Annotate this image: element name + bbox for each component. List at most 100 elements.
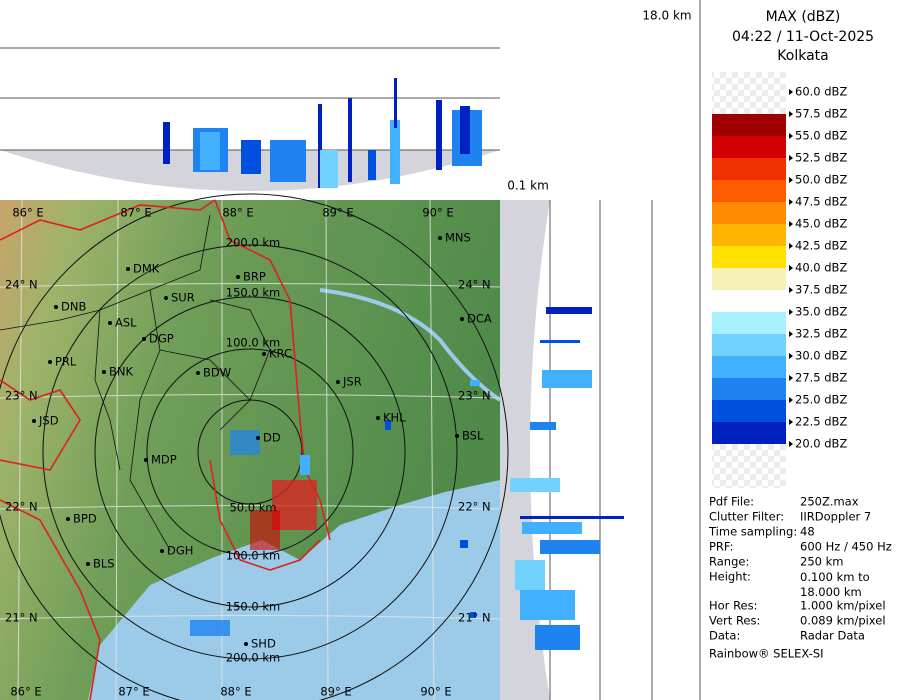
range-label: 100.0 km xyxy=(226,336,280,350)
legend-label: 55.0 dBZ xyxy=(795,129,847,143)
legend-swatch xyxy=(712,334,786,356)
city-dot xyxy=(86,562,90,566)
city-label: BLS xyxy=(93,557,115,571)
city-label: JSR xyxy=(342,375,362,389)
legend-swatch xyxy=(712,224,786,246)
city-dot xyxy=(455,434,459,438)
legend-tick xyxy=(789,111,793,117)
lon-label: 89° E xyxy=(320,685,351,699)
legend-swatch xyxy=(712,136,786,158)
legend-label: 30.0 dBZ xyxy=(795,349,847,363)
lat-label: 22° N xyxy=(5,500,38,514)
legend-label: 35.0 dBZ xyxy=(795,305,847,319)
lon-label: 88° E xyxy=(222,206,253,220)
legend-swatch xyxy=(712,290,786,312)
city-label: SHD xyxy=(251,637,276,651)
legend-tick xyxy=(789,133,793,139)
height-lines xyxy=(549,0,701,700)
product: MAX (dBZ) xyxy=(766,9,841,25)
city-dot xyxy=(48,360,52,364)
city-label: ASL xyxy=(115,316,137,330)
legend-tick xyxy=(789,155,793,161)
legend-label: 22.5 dBZ xyxy=(795,415,847,429)
city-dot xyxy=(108,321,112,325)
city-label: DMK xyxy=(133,262,160,276)
sea xyxy=(88,480,500,700)
city-label: MDP xyxy=(151,453,177,467)
range-label: 50.0 km xyxy=(229,501,276,515)
legend-label: 27.5 dBZ xyxy=(795,371,847,385)
info-key: Data: xyxy=(709,629,740,643)
city-label: DGP xyxy=(149,332,174,346)
echo-top xyxy=(163,78,482,188)
city-dot xyxy=(236,275,240,279)
city-dot xyxy=(102,370,106,374)
city-label: DCA xyxy=(467,312,492,326)
legend-swatch xyxy=(712,180,786,202)
legend-tick xyxy=(789,441,793,447)
city-label: KRC xyxy=(269,347,292,361)
city-label: DNB xyxy=(61,300,86,314)
lon-label: 86° E xyxy=(12,206,43,220)
city-dot xyxy=(244,642,248,646)
city-dot xyxy=(160,549,164,553)
info-value: 48 xyxy=(800,525,815,539)
legend-label: 45.0 dBZ xyxy=(795,217,847,231)
footer: Rainbow® SELEX-SI xyxy=(709,647,824,661)
legend-tick xyxy=(789,353,793,359)
city-dot xyxy=(376,416,380,420)
city-label: DD xyxy=(263,431,281,445)
city-label: DGH xyxy=(167,544,193,558)
city-label: BRP xyxy=(243,270,266,284)
city-label: BDW xyxy=(203,366,231,380)
echo-side xyxy=(510,307,624,650)
city-dot xyxy=(460,317,464,321)
city-label: MNS xyxy=(445,231,471,245)
terrain xyxy=(0,150,500,200)
legend-swatch xyxy=(712,400,786,422)
legend-tick xyxy=(789,199,793,205)
info-value: Radar Data xyxy=(800,629,865,643)
city-label: JSD xyxy=(38,414,59,428)
legend-swatch xyxy=(712,268,786,290)
city-dot xyxy=(142,337,146,341)
graticule xyxy=(0,199,501,700)
range-label: 100.0 km xyxy=(226,549,280,563)
lat-label: 21° N xyxy=(5,611,38,625)
lon-label: 88° E xyxy=(220,685,251,699)
legend-tick xyxy=(789,419,793,425)
city-label: SUR xyxy=(171,291,195,305)
legend-label: 60.0 dBZ xyxy=(795,85,847,99)
city-dot xyxy=(336,380,340,384)
city-label: BNK xyxy=(109,365,133,379)
echo-map xyxy=(190,380,480,636)
legend-swatch xyxy=(712,422,786,444)
info-key: Pdf File: xyxy=(709,495,754,509)
lat-label: 21° N xyxy=(458,611,491,625)
info-value: 0.089 km/pixel xyxy=(800,614,886,628)
city-dot xyxy=(164,296,168,300)
city-label: BPD xyxy=(73,512,97,526)
legend-tick xyxy=(789,309,793,315)
info-key: Height: xyxy=(709,570,751,584)
corner xyxy=(500,0,700,200)
datetime: 04:22 / 11-Oct-2025 xyxy=(732,29,874,45)
legend-label: 37.5 dBZ xyxy=(795,283,847,297)
legend-tick xyxy=(789,89,793,95)
info-key: Time sampling: xyxy=(708,525,797,539)
height-top: 18.0 km xyxy=(642,9,691,23)
legend-label: 25.0 dBZ xyxy=(795,393,847,407)
legend-swatch xyxy=(712,312,786,334)
range-rings xyxy=(0,193,509,700)
city-dot xyxy=(32,419,36,423)
lon-label: 87° E xyxy=(118,685,149,699)
lat-label: 23° N xyxy=(458,389,491,403)
legend-label: 57.5 dBZ xyxy=(795,107,847,121)
lat-label: 24° N xyxy=(5,278,38,292)
legend-tick xyxy=(789,177,793,183)
legend-swatch xyxy=(712,114,786,136)
info-key: Vert Res: xyxy=(709,614,760,628)
legend-tick xyxy=(789,243,793,249)
range-label: 150.0 km xyxy=(226,600,280,614)
legend-label: 50.0 dBZ xyxy=(795,173,847,187)
